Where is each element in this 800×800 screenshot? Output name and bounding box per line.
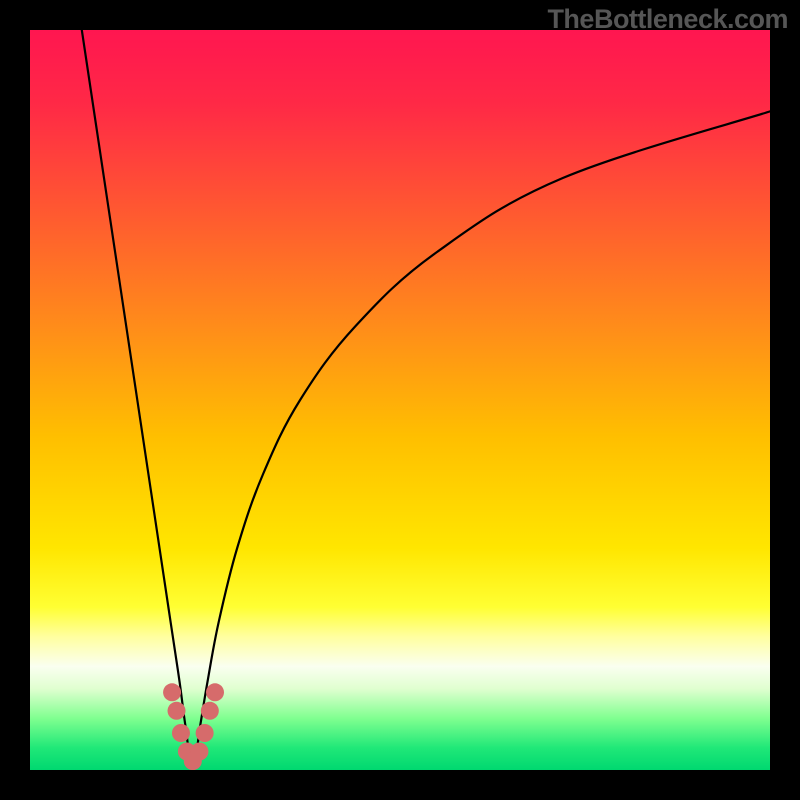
data-marker [172,724,190,742]
data-marker [163,683,181,701]
gradient-background [30,30,770,770]
plot-area [30,30,770,770]
watermark-text: TheBottleneck.com [547,4,788,35]
data-marker [201,702,219,720]
data-marker [206,683,224,701]
data-marker [190,743,208,761]
chart-svg [30,30,770,770]
data-marker [196,724,214,742]
data-marker [168,702,186,720]
